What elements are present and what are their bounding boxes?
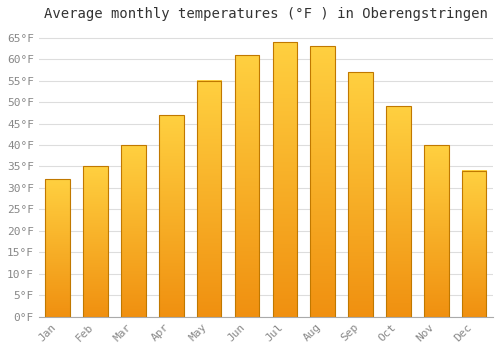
Bar bbox=[84, 167, 108, 317]
Bar bbox=[348, 72, 373, 317]
Bar bbox=[159, 115, 184, 317]
Bar bbox=[272, 42, 297, 317]
Bar bbox=[46, 179, 70, 317]
Bar bbox=[234, 55, 260, 317]
Bar bbox=[121, 145, 146, 317]
Title: Average monthly temperatures (°F ) in Oberengstringen: Average monthly temperatures (°F ) in Ob… bbox=[44, 7, 488, 21]
Bar bbox=[462, 171, 486, 317]
Bar bbox=[310, 46, 335, 317]
Bar bbox=[424, 145, 448, 317]
Bar bbox=[386, 106, 410, 317]
Bar bbox=[197, 80, 222, 317]
